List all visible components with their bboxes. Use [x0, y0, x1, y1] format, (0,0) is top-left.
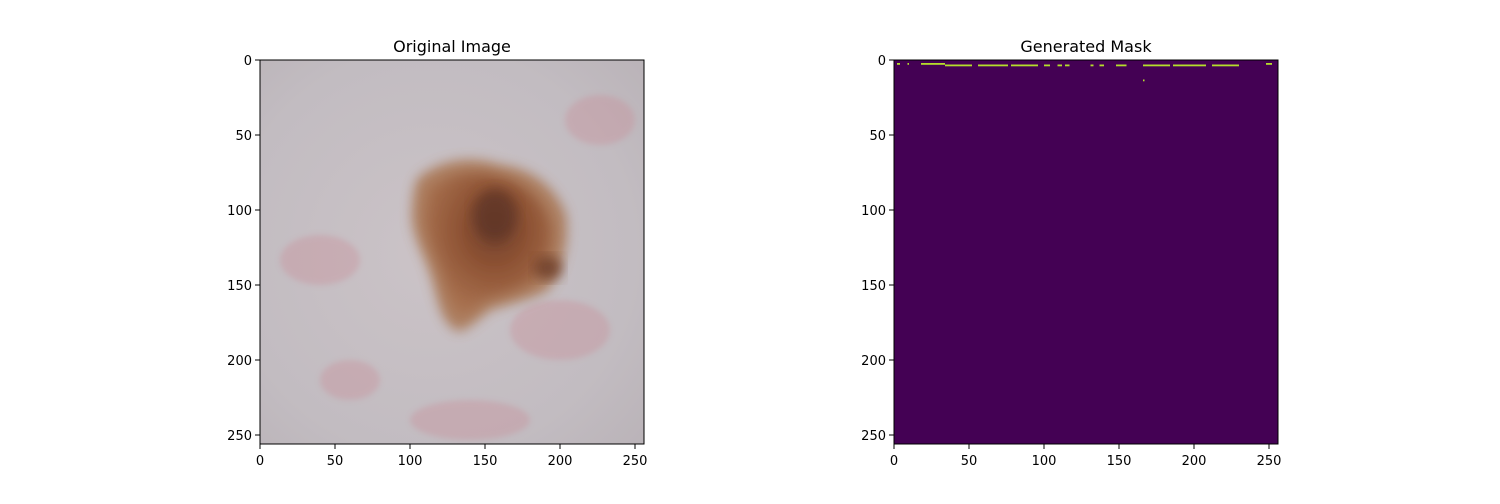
- y-tick-label: 0: [244, 54, 252, 69]
- y-tick-label: 100: [227, 204, 252, 219]
- mask-segment: [1116, 64, 1127, 67]
- mask-background: [894, 60, 1278, 444]
- y-tick-label: 50: [869, 129, 886, 144]
- panel-1-frame: [259, 59, 645, 445]
- mask-foreground: [897, 63, 1272, 82]
- mask-segment: [1099, 64, 1104, 67]
- x-tick-label: 50: [327, 454, 344, 469]
- x-tick-label: 0: [890, 454, 898, 469]
- mask-segment: [1143, 64, 1170, 67]
- mask-segment: [1266, 63, 1272, 65]
- y-tick-label: 0: [878, 54, 886, 69]
- panel-original-image: Original Image 0 50 100 150 200 250 0 50 100 150 2…: [227, 37, 647, 469]
- mask-segment: [1090, 64, 1094, 67]
- x-tick-label: 150: [1107, 454, 1132, 469]
- y-tick-label: 100: [861, 204, 886, 219]
- mask-segment: [907, 63, 909, 65]
- x-tick-label: 250: [1257, 454, 1282, 469]
- panel-generated-mask: Generated Mask 0 50 100 150 200 250 0 50 100 150 2…: [861, 37, 1281, 469]
- x-tick-label: 150: [473, 454, 498, 469]
- x-tick-label: 0: [256, 454, 264, 469]
- x-tick-label: 100: [398, 454, 423, 469]
- mask-segment: [1057, 64, 1062, 67]
- lesion: [411, 159, 567, 332]
- y-tick-label: 150: [227, 279, 252, 294]
- mask-segment: [1011, 64, 1038, 67]
- mask-segment: [978, 64, 1008, 67]
- mask-segment: [1044, 64, 1050, 67]
- mask-segment: [1065, 64, 1070, 67]
- mask-segment: [897, 63, 900, 65]
- vessel-speckles: [280, 95, 635, 440]
- mask-segment: [1143, 79, 1145, 82]
- x-tick-label: 50: [961, 454, 978, 469]
- panel-1-title: Original Image: [393, 37, 511, 56]
- skin-photo: [260, 60, 644, 444]
- panel-2-frame: [893, 59, 1279, 445]
- panel-2-title: Generated Mask: [1020, 37, 1152, 56]
- y-tick-label: 200: [861, 354, 886, 369]
- mask-segment: [945, 64, 972, 67]
- y-tick-label: 150: [861, 279, 886, 294]
- mask-segment: [921, 63, 945, 65]
- mask-segment: [1173, 64, 1206, 67]
- x-tick-label: 250: [623, 454, 648, 469]
- x-tick-label: 100: [1032, 454, 1057, 469]
- y-tick-label: 250: [861, 429, 886, 444]
- x-tick-label: 200: [1182, 454, 1207, 469]
- mask-segment: [1212, 64, 1239, 67]
- y-tick-label: 250: [227, 429, 252, 444]
- y-tick-label: 50: [235, 129, 252, 144]
- x-tick-label: 200: [548, 454, 573, 469]
- y-tick-label: 200: [227, 354, 252, 369]
